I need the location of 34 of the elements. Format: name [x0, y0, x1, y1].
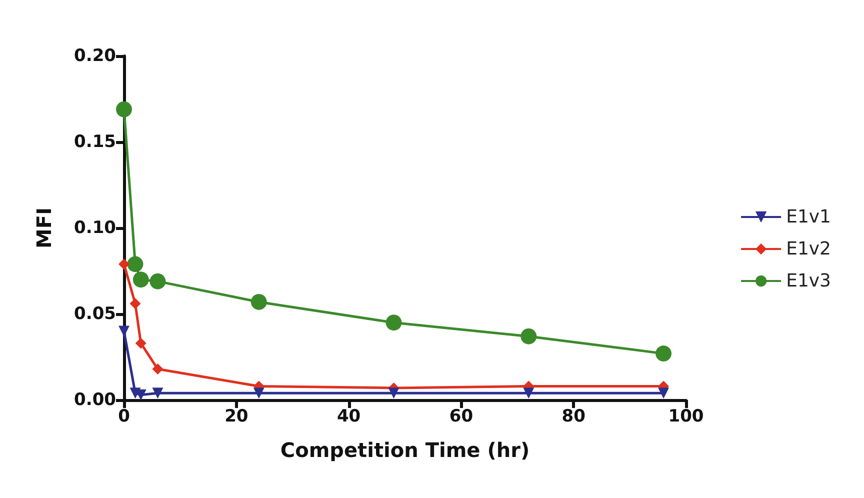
y-tick-label: 0.20 [74, 46, 116, 66]
point [116, 101, 132, 118]
y-tick-label: 0.10 [74, 218, 116, 238]
x-axis-title: Competition Time (hr) [280, 438, 530, 462]
x-tick-label: 40 [336, 406, 361, 426]
point [130, 298, 141, 310]
legend-label: E1v3 [786, 270, 832, 292]
point [253, 388, 264, 399]
point [658, 388, 670, 399]
y-axis-title: MFI [32, 207, 56, 249]
point [152, 388, 164, 399]
point [656, 346, 672, 362]
point [127, 256, 144, 272]
point [388, 388, 400, 399]
y-tick-label: 0.05 [74, 304, 116, 324]
point [520, 328, 537, 344]
x-tick-label: 20 [224, 406, 248, 426]
point [152, 364, 164, 375]
y-tick-label: 0.00 [74, 390, 116, 410]
x-tick-label: 0 [118, 406, 130, 426]
x-tick-label: 100 [668, 406, 704, 426]
legend-label: E1v1 [786, 206, 832, 228]
point [523, 388, 534, 399]
legend-label: E1v2 [786, 238, 832, 260]
point [135, 338, 146, 349]
point [386, 314, 402, 331]
y-tick-label: 0.15 [74, 132, 116, 152]
point [118, 258, 130, 270]
point [150, 273, 166, 290]
x-tick-label: 80 [562, 406, 586, 426]
x-tick-label: 60 [449, 406, 474, 426]
point [118, 326, 130, 337]
point [132, 272, 149, 288]
point [250, 294, 267, 310]
